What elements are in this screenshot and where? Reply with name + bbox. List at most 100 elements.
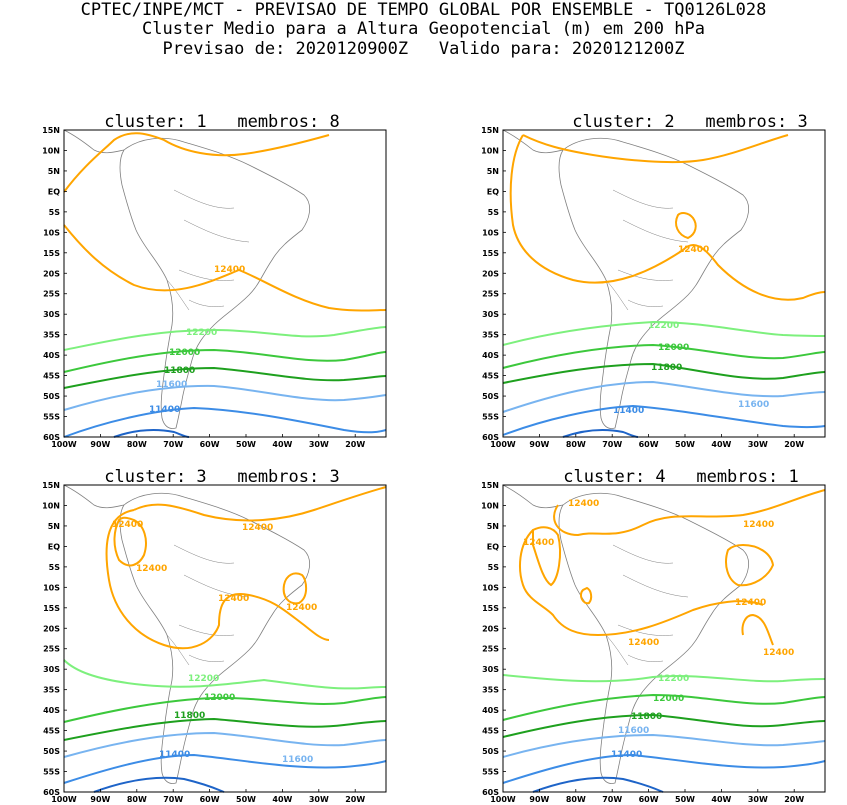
- lat-tick-label: 15S: [482, 604, 499, 613]
- contour-label-12400: 12400: [286, 603, 317, 613]
- lat-tick-label: 35S: [43, 331, 60, 340]
- lat-tick-label: 5S: [488, 208, 500, 217]
- contour-label-12000: 12000: [658, 343, 689, 353]
- contour-label-11400: 11400: [159, 750, 190, 760]
- contour-label-12400: 12400: [218, 594, 249, 604]
- lat-tick-label: EQ: [487, 542, 499, 551]
- contour-label-12400: 12400: [628, 638, 659, 648]
- contours: [502, 134, 826, 438]
- country-border: [173, 189, 235, 209]
- contour-label-12400: 12400: [735, 598, 766, 608]
- country-border: [178, 624, 235, 636]
- lat-tick-label: EQ: [487, 187, 499, 196]
- lon-tick-label: 50W: [675, 795, 695, 804]
- contour-label-11600: 11600: [618, 726, 649, 736]
- lon-tick-label: 80W: [127, 440, 147, 449]
- lat-tick-label: 30S: [482, 310, 499, 319]
- lat-tick-label: 5S: [488, 563, 500, 572]
- country-border: [622, 219, 689, 243]
- contour-label-12400: 12400: [523, 538, 554, 548]
- contour-label-11600: 11600: [738, 400, 769, 410]
- lon-tick-label: 20W: [784, 440, 804, 449]
- contour-label-12200: 12200: [188, 674, 219, 684]
- contour-label-11400: 11400: [611, 750, 642, 760]
- lon-tick-label: 90W: [90, 440, 110, 449]
- lat-tick-label: 45S: [43, 727, 60, 736]
- country-border: [617, 269, 674, 281]
- country-border: [627, 299, 664, 307]
- lon-tick-label: 90W: [529, 440, 549, 449]
- lat-tick-label: 45S: [482, 372, 499, 381]
- lat-tick-label: 25S: [43, 645, 60, 654]
- contour-label-12000: 12000: [204, 693, 235, 703]
- lon-tick-label: 40W: [711, 795, 731, 804]
- lon-tick-label: 60W: [639, 795, 659, 804]
- map-frame: [63, 484, 387, 793]
- contour-label-12400: 12400: [763, 648, 794, 658]
- country-border: [627, 654, 664, 662]
- contour-label-12200: 12200: [186, 328, 217, 338]
- contour-label-12400: 12400: [678, 245, 709, 255]
- contour-label-11800: 11800: [164, 366, 195, 376]
- lat-tick-label: 50S: [43, 747, 60, 756]
- lat-tick-label: 20S: [482, 269, 499, 278]
- country-border: [605, 279, 629, 311]
- lon-tick-label: 80W: [127, 795, 147, 804]
- lat-tick-label: 10S: [482, 583, 499, 592]
- lon-tick-label: 50W: [675, 440, 695, 449]
- lat-tick-label: 50S: [43, 392, 60, 401]
- lat-tick-label: 55S: [43, 768, 60, 777]
- panel-1-map: 12400 12200 12000 11800 11600 11400 15N 1…: [42, 126, 387, 449]
- contour-labels: 12400 12400 12400 12400 12400 12400 1220…: [523, 499, 794, 760]
- main-title: CPTEC/INPE/MCT - PREVISAO DE TEMPO GLOBA…: [80, 0, 767, 20]
- coastline: [558, 137, 750, 429]
- contour-label-11400: 11400: [613, 406, 644, 416]
- lat-tick-label: 10S: [43, 583, 60, 592]
- lon-tick-label: 20W: [345, 795, 365, 804]
- subtitle: Cluster Medio para a Altura Geopotencial…: [142, 19, 705, 39]
- lon-tick-label: 40W: [272, 440, 292, 449]
- contour-labels: 12400 12200 12000 11800 11600 11400: [149, 265, 245, 415]
- lat-tick-label: 15N: [42, 481, 60, 490]
- country-border: [617, 624, 674, 636]
- contour-label-11600: 11600: [282, 755, 313, 765]
- contour-label-11800: 11800: [631, 712, 662, 722]
- map-frame: [63, 129, 387, 438]
- lat-tick-label: 5S: [49, 208, 61, 217]
- lon-tick-label: 70W: [602, 795, 622, 804]
- contour-label-12000: 12000: [169, 348, 200, 358]
- lon-tick-label: 70W: [163, 440, 183, 449]
- contours: [63, 132, 387, 438]
- panel-3-title: cluster: 3 membros: 3: [104, 467, 340, 487]
- country-border: [183, 574, 250, 598]
- lat-tick-label: 15N: [42, 126, 60, 135]
- lon-tick-label: 90W: [529, 795, 549, 804]
- panel-1-title: cluster: 1 membros: 8: [104, 112, 340, 132]
- lat-tick-label: 5N: [487, 167, 499, 176]
- lat-tick-label: 55S: [482, 413, 499, 422]
- lat-tick-label: 25S: [482, 645, 499, 654]
- lon-tick-label: 30W: [748, 440, 768, 449]
- lat-tick-label: 40S: [43, 706, 60, 715]
- lat-tick-label: 45S: [482, 727, 499, 736]
- panel-4-title: cluster: 4 membros: 1: [563, 467, 799, 487]
- contour-labels: 12400 12400 12400 12400 12400 12200 1200…: [112, 520, 317, 765]
- lon-tick-label: 100W: [51, 795, 77, 804]
- country-border: [622, 574, 689, 598]
- lat-tick-label: 55S: [482, 768, 499, 777]
- lon-tick-label: 100W: [490, 795, 516, 804]
- lat-tick-label: 20S: [43, 624, 60, 633]
- lon-tick-label: 50W: [236, 440, 256, 449]
- contour-label-12000: 12000: [653, 694, 684, 704]
- panel-2-map: 12400 12200 12000 11800 11600 11400 15N 1…: [481, 126, 826, 449]
- panel-3-map: 12400 12400 12400 12400 12400 12200 1200…: [42, 481, 387, 804]
- contours: [63, 486, 387, 793]
- lat-tick-label: 55S: [43, 413, 60, 422]
- lat-tick-label: 45S: [43, 372, 60, 381]
- lon-tick-label: 40W: [711, 440, 731, 449]
- lon-tick-label: 60W: [200, 440, 220, 449]
- lon-tick-label: 70W: [163, 795, 183, 804]
- country-border: [612, 189, 674, 209]
- country-border: [166, 634, 190, 666]
- contour-label-12400: 12400: [743, 520, 774, 530]
